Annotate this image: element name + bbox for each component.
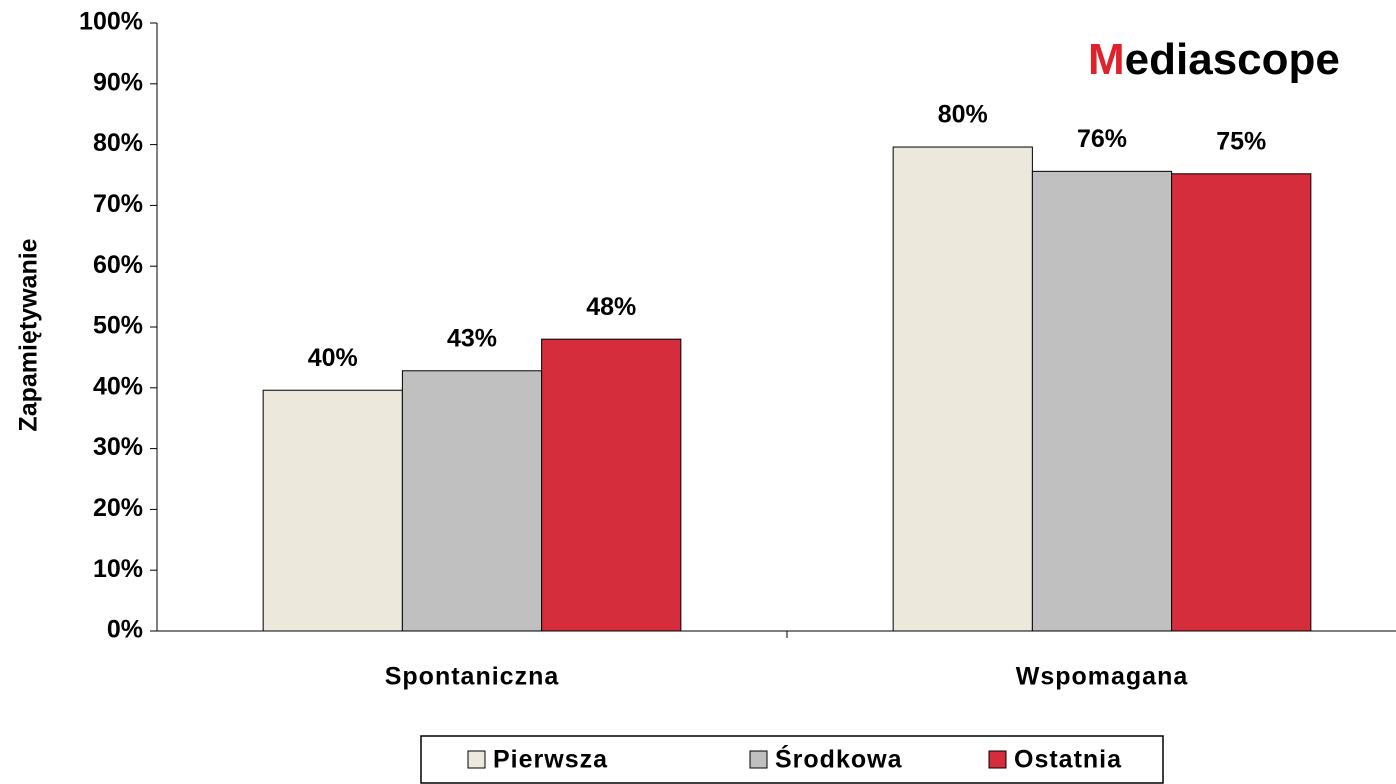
y-tick-label: 50% [93, 312, 143, 340]
value-label: 40% [308, 344, 358, 372]
value-label: 80% [938, 101, 988, 129]
bar [1171, 173, 1312, 632]
bar [262, 389, 403, 632]
logo: Mediascope [1088, 35, 1340, 84]
bar [401, 370, 543, 632]
x-tick-label: Spontaniczna [385, 663, 560, 691]
bar [892, 146, 1033, 632]
legend-box [420, 735, 1164, 784]
y-tick-label: 20% [93, 494, 143, 522]
y-tick-label: 30% [93, 433, 143, 461]
y-tick-label: 70% [93, 190, 143, 218]
value-label: 76% [1077, 125, 1127, 153]
y-tick-label: 100% [79, 8, 143, 36]
y-tick-label: 0% [107, 616, 143, 644]
legend-label: Ostatnia [1014, 746, 1122, 774]
y-tick-label: 80% [93, 129, 143, 157]
y-tick-label: 40% [93, 372, 143, 400]
y-tick-label: 10% [93, 555, 143, 583]
y-axis-label: Zapamiętywanie [15, 238, 43, 431]
legend-swatch [749, 750, 768, 769]
value-label: 43% [447, 324, 497, 352]
y-tick-label: 60% [93, 251, 143, 279]
legend-label: Pierwsza [493, 746, 608, 774]
legend-swatch [467, 750, 486, 769]
y-tick-label: 90% [93, 68, 143, 96]
legend-label: Środkowa [775, 744, 903, 774]
value-label: 48% [586, 293, 636, 321]
legend-swatch [988, 750, 1007, 769]
bar [541, 338, 682, 632]
bar [1031, 170, 1173, 632]
value-label: 75% [1216, 127, 1266, 155]
x-tick-label: Wspomagana [1016, 663, 1189, 691]
